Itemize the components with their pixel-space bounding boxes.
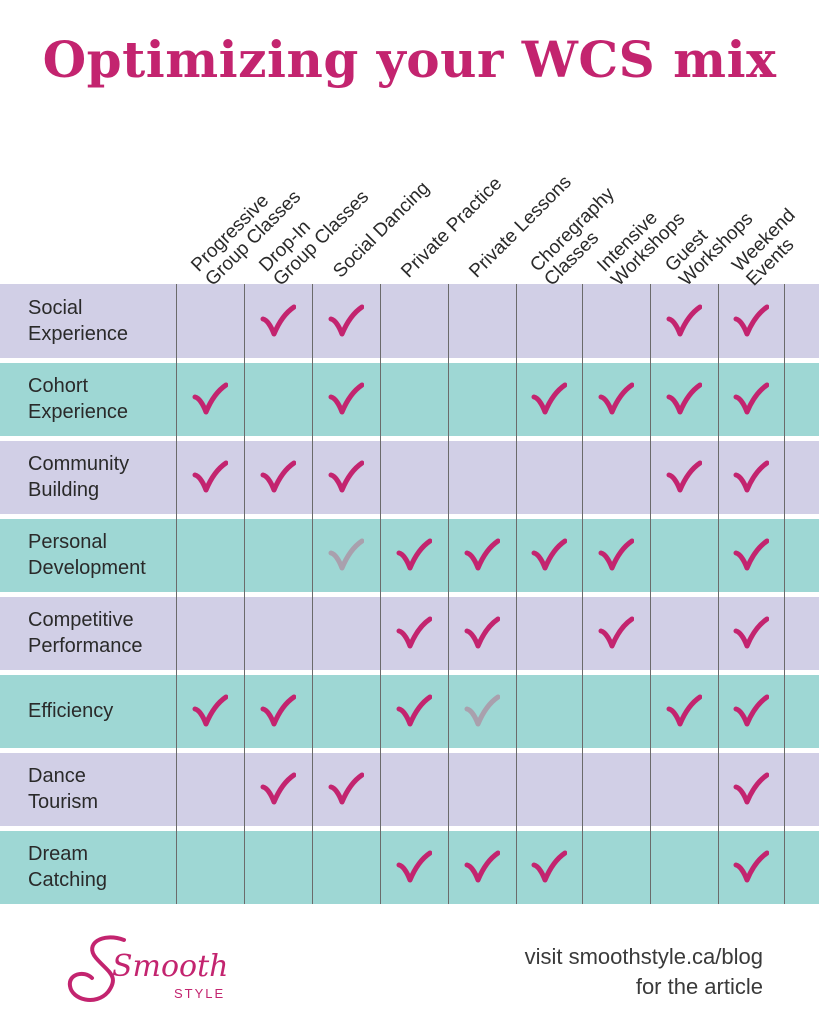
table-row: [0, 362, 819, 436]
checkmark-icon: [666, 304, 702, 337]
table-row: [0, 440, 819, 514]
row-label-line: Dance: [28, 765, 86, 787]
row-label: Personal Development: [28, 518, 146, 592]
checkmark-icon: [733, 460, 769, 493]
row-label-line: Personal: [28, 531, 107, 553]
row-label-line: Community: [28, 453, 130, 475]
column-divider: [784, 284, 785, 904]
checkmark-faded-icon: [464, 694, 500, 727]
column-divider: [312, 284, 313, 904]
checkmark-icon: [328, 304, 364, 337]
checkmark-icon: [396, 538, 432, 571]
checkmark-icon: [260, 772, 296, 805]
column-divider: [516, 284, 517, 904]
smooth-style-logo: Smooth STYLE: [67, 935, 229, 1002]
row-label-line: Competitive: [28, 609, 134, 631]
table-row: [0, 752, 819, 826]
row-label: Efficiency: [28, 674, 113, 748]
row-label-line: Building: [28, 479, 100, 501]
row-divider: [0, 826, 819, 831]
checkmark-icon: [260, 460, 296, 493]
column-divider: [718, 284, 719, 904]
logo-subtext: STYLE: [174, 986, 225, 1001]
checkmark-icon: [396, 616, 432, 649]
row-label-line: Cohort: [28, 375, 89, 397]
row-label-line: Experience: [28, 401, 129, 423]
row-label-line: Experience: [28, 323, 129, 345]
row-label: Dream Catching: [28, 830, 107, 904]
column-divider: [650, 284, 651, 904]
checkmark-icon: [464, 616, 500, 649]
row-divider: [0, 670, 819, 675]
checkmark-icon: [531, 538, 567, 571]
row-label: Dance Tourism: [28, 752, 98, 826]
checkmark-icon: [464, 850, 500, 883]
checkmark-icon: [598, 538, 634, 571]
row-label: Cohort Experience: [28, 362, 128, 436]
row-label: Competitive Performance: [28, 596, 143, 670]
table-row: [0, 518, 819, 592]
checkmark-icon: [733, 772, 769, 805]
column-divider: [380, 284, 381, 904]
row-label-line: Efficiency: [28, 700, 114, 722]
column-divider: [448, 284, 449, 904]
row-label: Social Experience: [28, 284, 128, 358]
checkmark-icon: [733, 538, 769, 571]
page-title: Optimizing your WCS mix: [42, 30, 777, 89]
checkmark-icon: [464, 538, 500, 571]
checkmark-icon: [328, 772, 364, 805]
checkmark-icon: [531, 382, 567, 415]
row-divider: [0, 592, 819, 597]
column-divider: [582, 284, 583, 904]
row-divider: [0, 358, 819, 363]
row-label-line: Development: [28, 557, 146, 579]
checkmark-icon: [531, 850, 567, 883]
checkmark-icon: [666, 382, 702, 415]
checkmark-icon: [260, 304, 296, 337]
row-label-line: Catching: [28, 869, 107, 891]
row-label-line: Social: [28, 297, 83, 319]
checkmark-icon: [598, 382, 634, 415]
checkmark-icon: [396, 694, 432, 727]
table-row: [0, 674, 819, 748]
checkmark-icon: [733, 850, 769, 883]
checkmark-icon: [328, 382, 364, 415]
checkmark-icon: [192, 694, 228, 727]
checkmark-icon: [733, 694, 769, 727]
checkmark-icon: [598, 616, 634, 649]
checkmark-faded-icon: [328, 538, 364, 571]
logo-wordmark: Smooth: [112, 949, 229, 984]
row-divider: [0, 748, 819, 753]
checkmark-icon: [260, 694, 296, 727]
table-row: [0, 830, 819, 904]
column-divider: [176, 284, 177, 904]
table-row: [0, 596, 819, 670]
table-row: [0, 284, 819, 358]
row-label-line: Performance: [28, 635, 143, 657]
row-label-line: Dream: [28, 843, 89, 865]
footer-line-2: for the article: [635, 974, 763, 999]
footer-line-1: visit smoothstyle.ca/blog: [524, 944, 763, 969]
checkmark-icon: [396, 850, 432, 883]
checkmark-icon: [666, 460, 702, 493]
checkmark-icon: [733, 382, 769, 415]
footer-note: visit smoothstyle.ca/blog for the articl…: [525, 942, 763, 1002]
checkmark-icon: [328, 460, 364, 493]
row-label: Community Building: [28, 440, 129, 514]
column-divider: [244, 284, 245, 904]
row-label-line: Tourism: [28, 791, 99, 813]
row-divider: [0, 514, 819, 519]
checkmark-icon: [733, 304, 769, 337]
row-divider: [0, 436, 819, 441]
checkmark-icon: [192, 460, 228, 493]
checkmark-icon: [733, 616, 769, 649]
checkmark-icon: [666, 694, 702, 727]
checkmark-icon: [192, 382, 228, 415]
